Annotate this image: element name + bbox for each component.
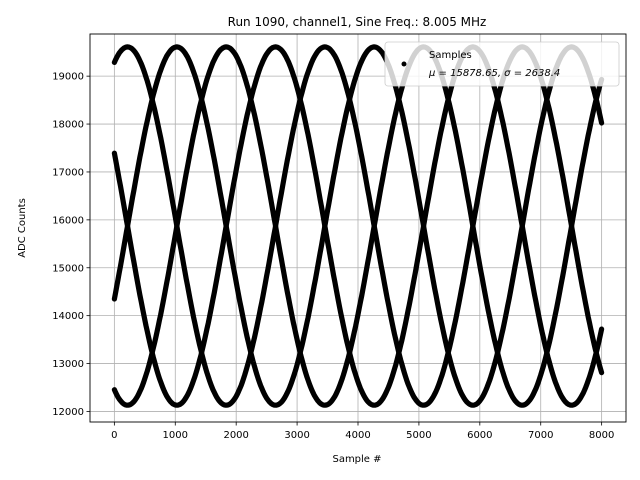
chart-title: Run 1090, channel1, Sine Freq.: 8.005 MH… bbox=[228, 15, 487, 29]
x-tick-label: 7000 bbox=[528, 430, 553, 441]
y-tick-label: 16000 bbox=[52, 215, 84, 226]
sample-trace bbox=[111, 44, 605, 408]
x-tick-label: 4000 bbox=[345, 430, 370, 441]
legend-stats: μ = 15878.65, σ = 2638.4 bbox=[428, 68, 560, 79]
x-tick-label: 3000 bbox=[284, 430, 309, 441]
y-tick-label: 15000 bbox=[52, 263, 84, 274]
x-tick-label: 2000 bbox=[223, 430, 248, 441]
y-tick-label: 19000 bbox=[52, 72, 84, 83]
y-tick-label: 14000 bbox=[52, 311, 84, 322]
y-axis: 12000 13000 14000 15000 16000 17000 18000 19000 bbox=[52, 72, 90, 418]
y-tick-label: 18000 bbox=[52, 120, 84, 131]
grid bbox=[90, 34, 626, 422]
x-tick-label: 1000 bbox=[163, 430, 188, 441]
x-axis-label: Sample # bbox=[332, 454, 381, 465]
y-axis-label: ADC Counts bbox=[17, 198, 28, 258]
legend-series-name: Samples bbox=[429, 50, 472, 61]
x-tick-label: 0 bbox=[111, 430, 117, 441]
sample-trace bbox=[111, 44, 605, 408]
x-tick-label: 6000 bbox=[467, 430, 492, 441]
legend-marker bbox=[401, 61, 407, 67]
x-axis: 0 1000 2000 3000 4000 5000 6000 7000 8000 bbox=[111, 422, 614, 441]
legend-box bbox=[384, 41, 620, 87]
x-tick-label: 5000 bbox=[406, 430, 431, 441]
y-tick-label: 13000 bbox=[52, 359, 84, 370]
y-tick-label: 17000 bbox=[52, 167, 84, 178]
legend: Samples μ = 15878.65, σ = 2638.4 bbox=[384, 41, 620, 87]
sample-trace bbox=[111, 44, 605, 408]
x-tick-label: 8000 bbox=[589, 430, 614, 441]
y-tick-label: 12000 bbox=[52, 407, 84, 418]
